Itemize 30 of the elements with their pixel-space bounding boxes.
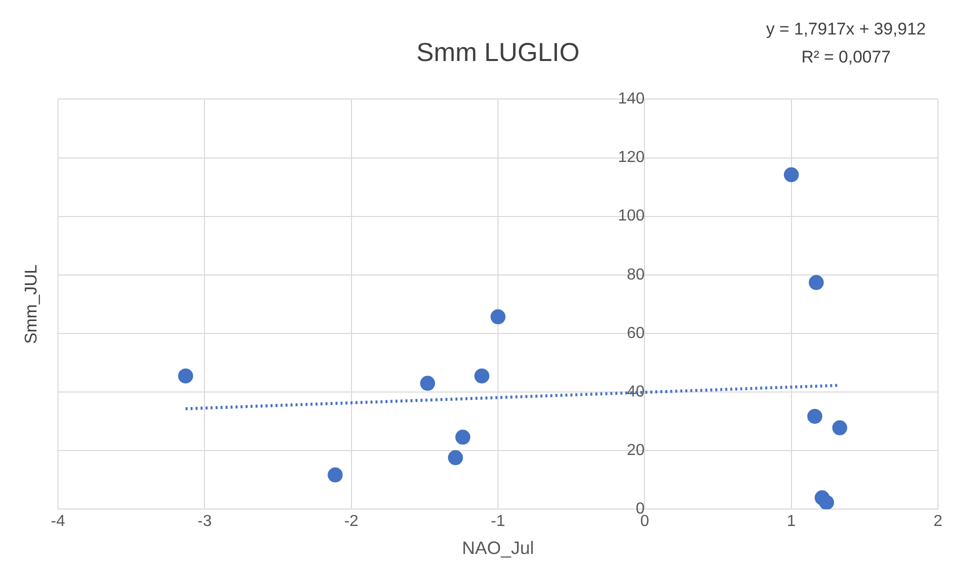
x-axis-title: NAO_Jul bbox=[462, 538, 534, 558]
point bbox=[420, 376, 436, 391]
point bbox=[808, 275, 824, 290]
point bbox=[832, 420, 848, 436]
point bbox=[455, 430, 470, 445]
y-tick-label: 60 bbox=[626, 324, 645, 342]
x-tick-label: -2 bbox=[344, 513, 359, 530]
y-tick-label: 140 bbox=[618, 90, 645, 108]
x-tick-label: 1 bbox=[786, 513, 796, 530]
y-tick-label: 80 bbox=[626, 266, 645, 284]
text: y = 1,7917x + 39,912 bbox=[766, 20, 926, 39]
point bbox=[807, 408, 822, 424]
y-tick-label: 20 bbox=[626, 442, 645, 460]
y-axis-title: Smm_JUL bbox=[22, 264, 41, 344]
chart-title: Smm LUGLIO bbox=[416, 36, 580, 67]
point bbox=[178, 368, 194, 384]
point bbox=[819, 494, 834, 510]
point bbox=[448, 450, 463, 466]
point bbox=[784, 167, 799, 182]
y-tick-label: 100 bbox=[618, 208, 645, 225]
y-tick-label: 120 bbox=[618, 149, 645, 166]
x-tick-label: -4 bbox=[50, 513, 66, 530]
x-tick-label: -3 bbox=[198, 513, 212, 530]
y-tick-label: 40 bbox=[626, 383, 645, 400]
point bbox=[490, 309, 506, 324]
x-tick-label: 2 bbox=[934, 513, 943, 530]
x-tick-label: -1 bbox=[490, 513, 506, 530]
point bbox=[474, 368, 490, 384]
text: R² = 0,0077 bbox=[801, 48, 891, 67]
point bbox=[328, 467, 343, 482]
